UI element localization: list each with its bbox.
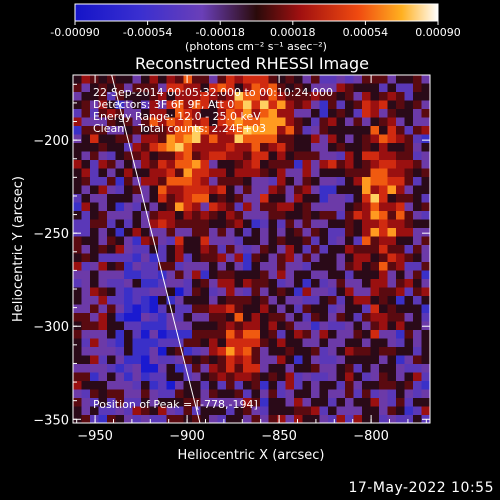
colorbar-ticks: -0.00090 -0.00054 -0.00018 0.00018 0.00054 0.… [50, 21, 461, 39]
annotation-energy-range: Energy Range: 12.0 - 25.0 keV [93, 110, 261, 123]
solar-limb-line [111, 75, 201, 423]
colorbar-tick-label: -0.00090 [50, 26, 99, 39]
heatmap-cells [73, 75, 430, 423]
annotation-block: 22-Sep-2014 00:05:32.000 to 00:10:24.000… [93, 86, 333, 135]
colorbar-tick-label: 0.00018 [270, 26, 316, 39]
x-axis-label: Heliocentric X (arcsec) [178, 448, 325, 463]
x-tick-label: −900 [169, 429, 205, 444]
peak-position-label: Position of Peak = [-778,-194] [93, 398, 258, 411]
y-tick-label: −200 [33, 134, 69, 149]
colorbar-tick-label: -0.00054 [123, 26, 172, 39]
y-axis-label: Heliocentric Y (arcsec) [11, 176, 26, 322]
x-tick-label: −950 [77, 429, 113, 444]
colorbar-tick-label: -0.00018 [195, 26, 244, 39]
y-tick-label: −300 [33, 320, 69, 335]
y-axis-ticks: −200 −250 −300 −350 [33, 83, 430, 428]
footer-timestamp: 17-May-2022 10:55 [348, 480, 494, 496]
colorbar-tick-label: 0.00054 [343, 26, 389, 39]
annotation-detectors: Detectors: 3F 6F 9F, Att 0 [93, 98, 234, 111]
y-tick-label: −250 [33, 227, 69, 242]
annotation-time-range: 22-Sep-2014 00:05:32.000 to 00:10:24.000 [93, 86, 333, 99]
colorbar [74, 3, 439, 22]
y-tick-label: −350 [33, 413, 69, 428]
colorbar-tick-label: 0.00090 [415, 26, 461, 39]
colorbar-unit-label: (photons cm⁻² s⁻¹ asec⁻²) [185, 40, 327, 53]
x-tick-label: −850 [261, 429, 297, 444]
plot-frame [72, 74, 431, 424]
x-tick-label: −800 [353, 429, 389, 444]
chart-title: Reconstructed RHESSI Image [135, 54, 369, 73]
annotation-counts: Clean Total counts: 2.24E+03 [93, 122, 266, 135]
x-axis-ticks: −950 −900 −850 −800 [76, 75, 427, 444]
